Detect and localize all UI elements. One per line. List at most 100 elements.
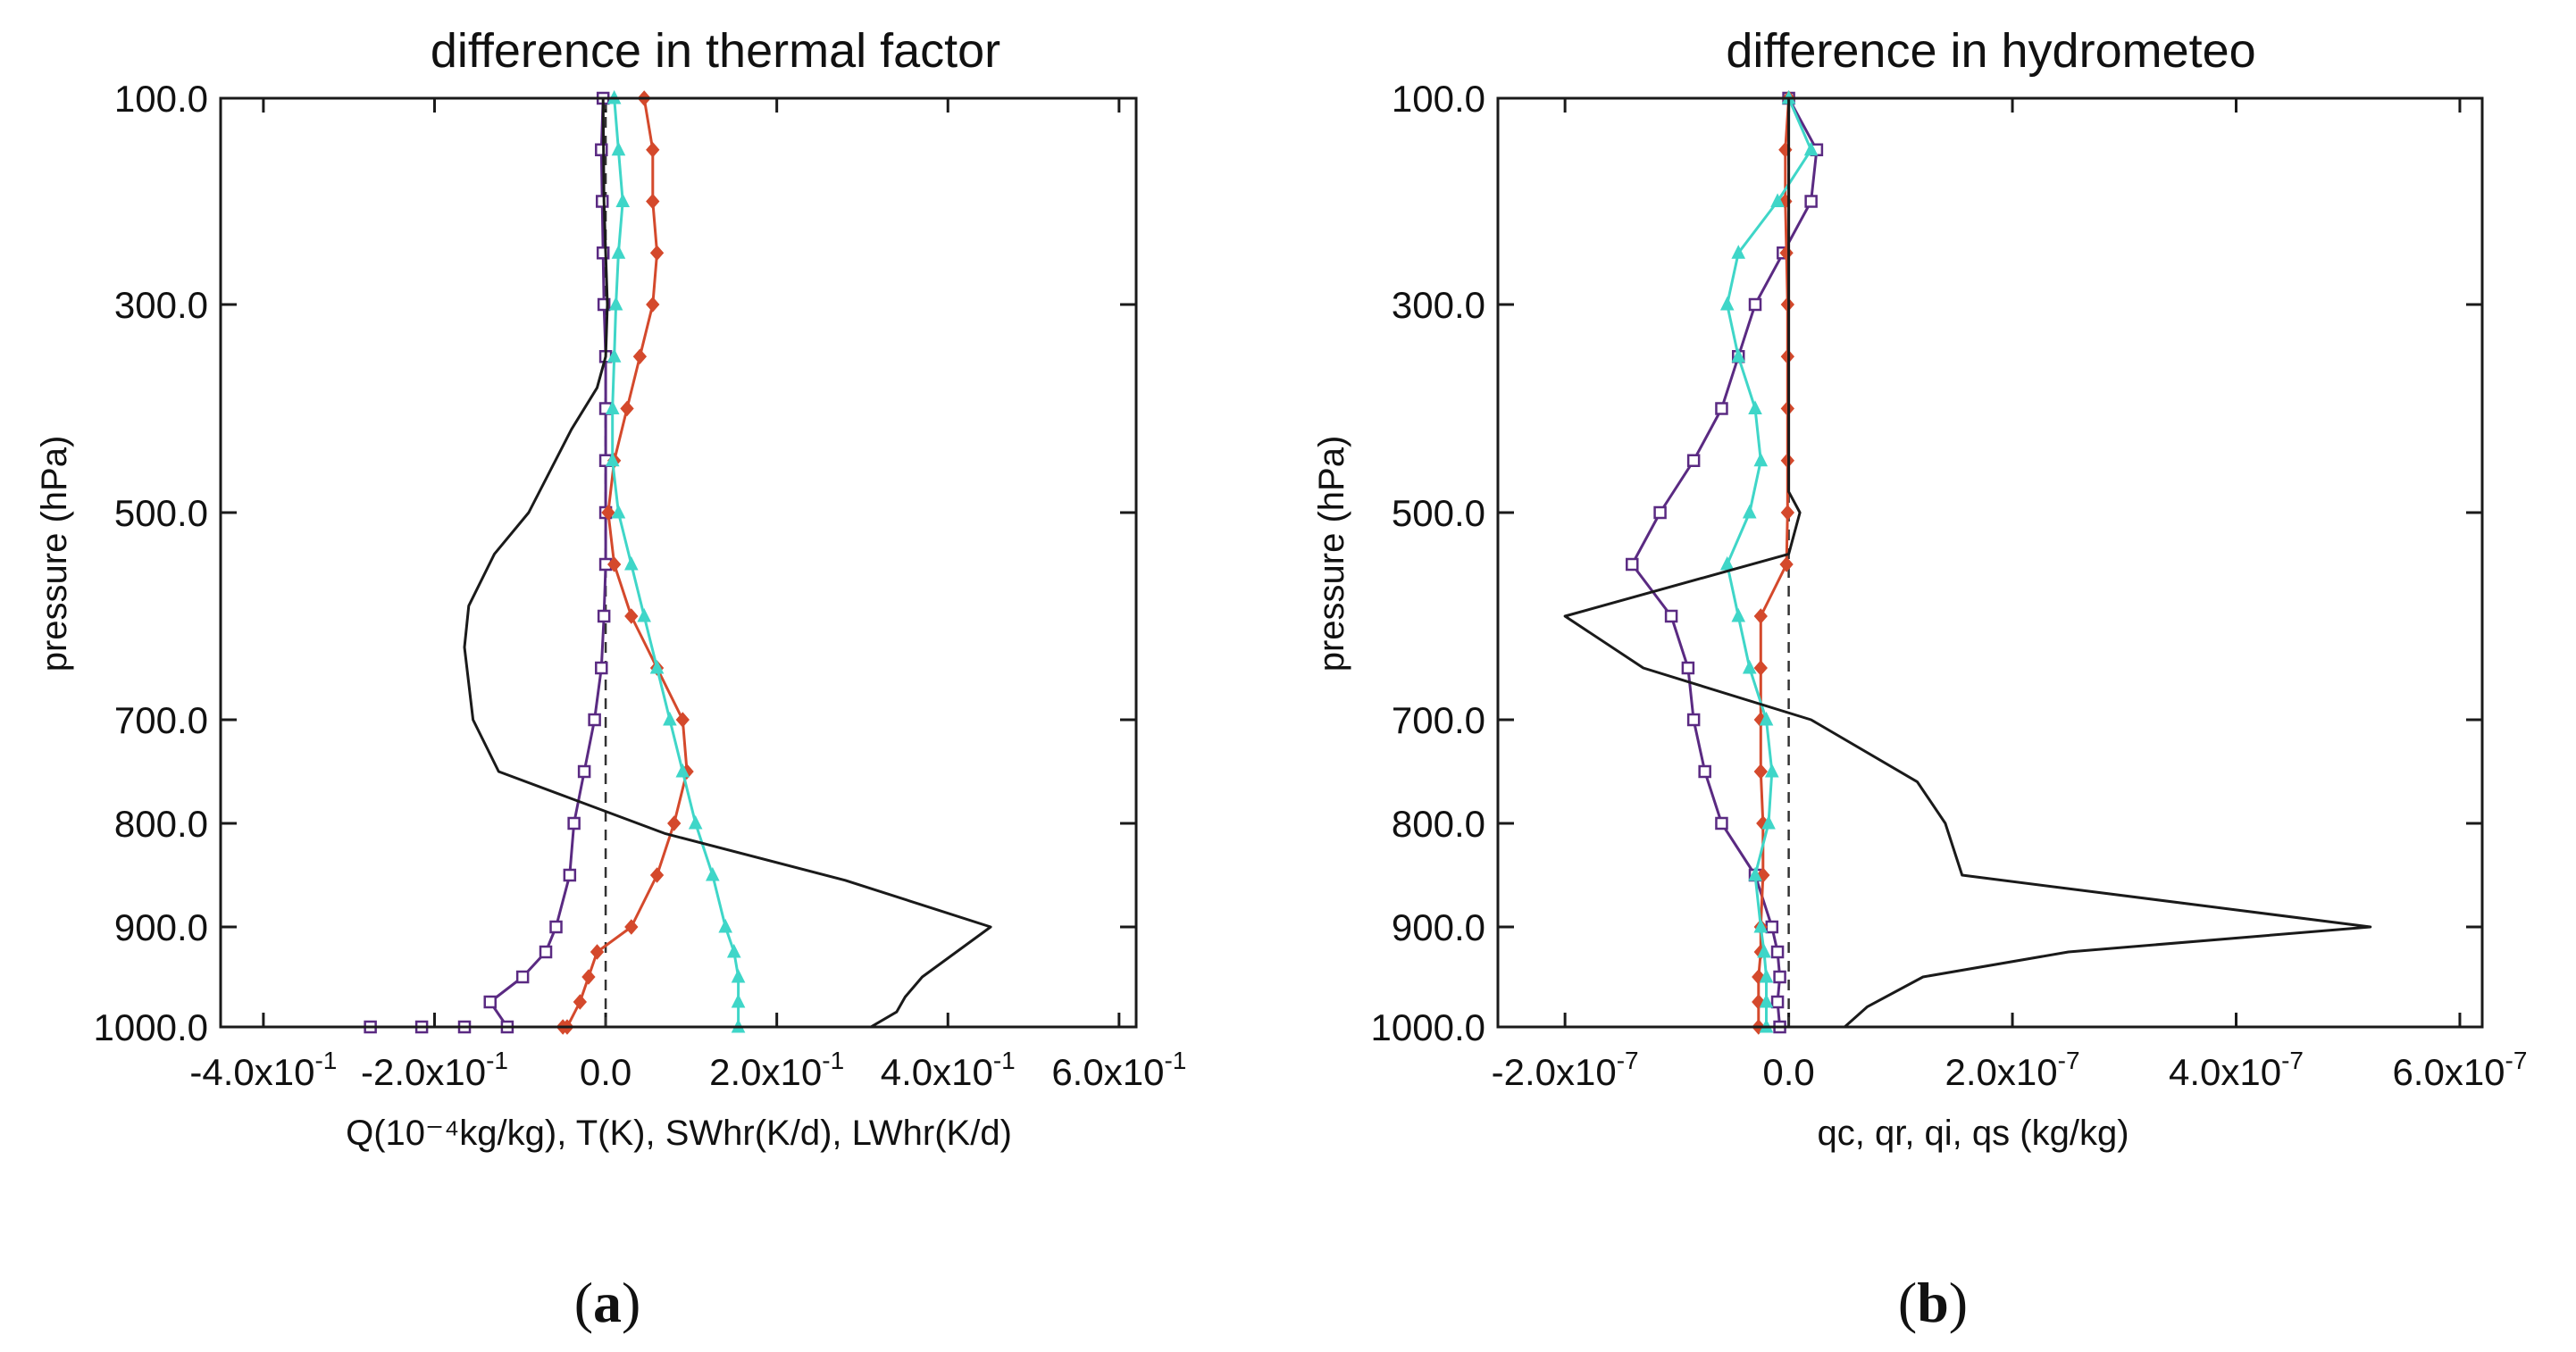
- y-tick-label: 800.0: [114, 803, 208, 845]
- y-tick-labels: 100.0 300.0 500.0 700.0 800.0 900.0 1000.0: [1371, 78, 1485, 1048]
- data-point: [1757, 943, 1771, 958]
- y-tick-label: 100.0: [1392, 78, 1485, 120]
- data-point: [611, 504, 626, 519]
- data-point: [646, 296, 660, 313]
- data-point: [590, 944, 605, 960]
- data-point: [567, 816, 581, 830]
- y-axis-label: pressure (hPa): [1312, 436, 1351, 672]
- data-point: [646, 141, 660, 158]
- x-tick-label: -4.0x10-1: [189, 1047, 337, 1093]
- x-axis-label: qc, qr, qi, qs (kg/kg): [1817, 1114, 2129, 1153]
- data-point: [667, 815, 682, 831]
- data-point: [731, 968, 746, 983]
- data-point: [675, 763, 690, 778]
- data-point: [1731, 607, 1746, 622]
- data-point: [1770, 193, 1785, 207]
- data-point: [597, 609, 611, 623]
- data-point: [549, 920, 563, 934]
- x-tick-label: 0.0: [1762, 1051, 1814, 1093]
- data-point: [573, 994, 588, 1010]
- data-point: [620, 400, 634, 417]
- data-point: [539, 945, 553, 959]
- series-line-q: [370, 97, 607, 1029]
- y-tick-label: 500.0: [1392, 492, 1485, 534]
- data-point: [1753, 608, 1768, 624]
- y-tick-label: 900.0: [1392, 906, 1485, 948]
- y-tick-labels: 100.0 300.0 500.0 700.0 800.0 900.0 1000.0: [94, 78, 208, 1048]
- data-point: [688, 814, 703, 830]
- x-tick-label: -2.0x10-1: [361, 1047, 508, 1093]
- data-point: [606, 348, 622, 363]
- data-point: [608, 296, 623, 311]
- data-point: [1686, 454, 1701, 467]
- series-line-lwhr: [463, 97, 992, 1029]
- y-tick-label: 1000.0: [1371, 1006, 1485, 1048]
- series-line-qi: [1726, 97, 1813, 1027]
- figure-label-b: (b): [1898, 1271, 1968, 1334]
- x-tick-label: 4.0x10-1: [881, 1047, 1016, 1093]
- data-point: [624, 555, 639, 571]
- series-group: [1563, 89, 2372, 1035]
- y-tick-label: 700.0: [114, 699, 208, 741]
- plot-frame: [219, 96, 1138, 1029]
- data-point: [1803, 141, 1819, 156]
- data-point: [675, 712, 690, 728]
- data-point: [1742, 504, 1757, 519]
- data-point: [1753, 918, 1769, 933]
- data-point: [649, 659, 665, 674]
- y-tick-label: 1000.0: [94, 1006, 208, 1048]
- data-point: [1731, 245, 1746, 259]
- data-point: [1765, 920, 1779, 934]
- data-point: [1770, 945, 1785, 959]
- data-point: [1770, 995, 1785, 1009]
- data-point: [663, 711, 677, 726]
- series-group: [364, 89, 992, 1035]
- data-point: [1753, 452, 1769, 467]
- data-point: [1653, 505, 1667, 520]
- data-point: [718, 918, 732, 933]
- data-point: [1759, 993, 1774, 1008]
- y-tick-label: 300.0: [114, 284, 208, 326]
- y-tick-label: 800.0: [1392, 803, 1485, 845]
- data-point: [588, 713, 601, 727]
- data-point: [1715, 816, 1728, 830]
- x-tick-labels: -4.0x10-1 -2.0x10-1 0.0 2.0x10-1 4.0x10-1 6.0…: [189, 1047, 1186, 1093]
- tick-marks: [221, 96, 1136, 1029]
- data-point: [483, 995, 498, 1009]
- data-point: [1773, 970, 1786, 984]
- data-point: [615, 193, 631, 207]
- data-point: [1626, 557, 1639, 572]
- data-point: [1715, 402, 1728, 415]
- data-point: [1761, 814, 1776, 830]
- data-point: [601, 505, 615, 521]
- x-tick-label: 4.0x10-7: [2169, 1047, 2304, 1093]
- tick-marks: [1498, 96, 2482, 1029]
- series-q: [364, 91, 613, 1034]
- data-point: [706, 866, 720, 881]
- y-tick-label: 100.0: [114, 78, 208, 120]
- data-point: [515, 970, 530, 984]
- y-tick-label: 500.0: [114, 492, 208, 534]
- x-tick-label: 0.0: [580, 1051, 631, 1093]
- series-qs: [1563, 98, 2372, 1029]
- data-point: [1742, 659, 1757, 674]
- data-point: [577, 764, 591, 779]
- data-point: [646, 193, 660, 210]
- chart-title: difference in hydrometeo: [1726, 24, 2255, 78]
- data-point: [1759, 711, 1774, 726]
- data-point: [649, 867, 665, 883]
- series-lwhr: [463, 97, 992, 1029]
- data-point: [605, 400, 620, 414]
- plot-frame: [1496, 96, 2484, 1029]
- data-point: [1753, 660, 1768, 676]
- chart-panel-a: difference in thermal factor pressure (h…: [35, 24, 1186, 1153]
- x-tick-label: 2.0x10-1: [709, 1047, 844, 1093]
- data-point: [731, 993, 746, 1008]
- series-line-t: [563, 97, 689, 1029]
- data-point: [1804, 195, 1818, 208]
- series-swhr: [605, 89, 746, 1033]
- data-point: [1719, 296, 1735, 311]
- x-axis-label: Q(10⁻⁴kg/kg), T(K), SWhr(K/d), LWhr(K/d): [346, 1114, 1012, 1153]
- data-point: [1779, 556, 1794, 572]
